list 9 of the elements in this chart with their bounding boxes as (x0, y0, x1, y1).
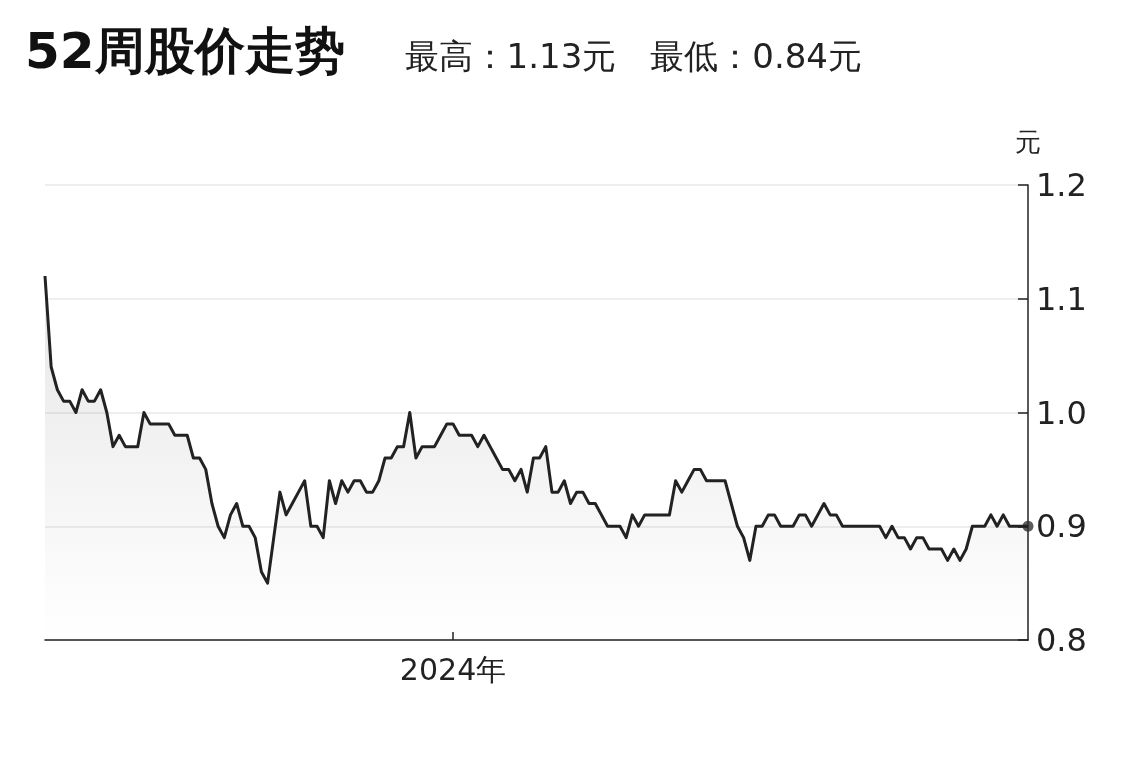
y-tick-label: 1.0 (1036, 393, 1087, 432)
y-tick-label: 1.1 (1036, 279, 1087, 318)
y-axis-title: 元 (1015, 127, 1041, 157)
x-tick-label: 2024年 (399, 651, 507, 687)
y-tick-label: 0.8 (1036, 621, 1087, 659)
chart-title: 52周股价走势 (25, 21, 345, 82)
y-tick-label: 0.9 (1036, 507, 1087, 546)
chart-subtitle: 最高：1.13元 最低：0.84元 (404, 35, 862, 78)
y-tick-label: 1.2 (1036, 166, 1087, 204)
